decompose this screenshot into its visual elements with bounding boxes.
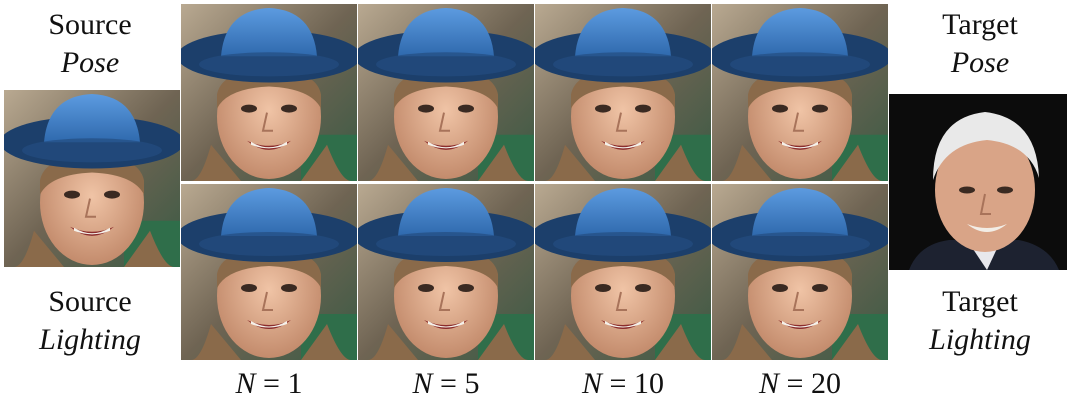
target-pose-label-line1: Target — [942, 8, 1018, 41]
source-lighting-label-line2: Lighting — [39, 323, 141, 356]
column-label-n1: N = 1 — [181, 364, 357, 404]
column-label-n5: N = 5 — [358, 364, 534, 404]
column-label-eq: = 5 — [432, 367, 480, 400]
lighting-result-n10 — [535, 184, 711, 360]
column-label-var: N — [759, 367, 780, 400]
column-label-eq: = 20 — [779, 367, 841, 400]
pose-result-n10 — [535, 4, 711, 181]
source-image — [4, 90, 180, 267]
target-lighting-label: Target Lighting — [890, 283, 1070, 359]
source-lighting-label: Source Lighting — [0, 283, 180, 359]
column-label-var: N — [412, 367, 433, 400]
column-label-var: N — [582, 367, 603, 400]
pose-result-n5 — [358, 4, 534, 181]
target-pose-label-line2: Pose — [950, 46, 1010, 79]
column-label-eq: = 10 — [602, 367, 664, 400]
lighting-result-n5 — [358, 184, 534, 360]
column-label-var: N — [235, 367, 256, 400]
column-label-n10: N = 10 — [535, 364, 711, 404]
lighting-result-n20 — [712, 184, 888, 360]
target-image — [889, 94, 1067, 270]
source-pose-label: Source Pose — [0, 6, 180, 82]
source-pose-label-line2: Pose — [60, 46, 120, 79]
lighting-result-n1 — [181, 184, 357, 360]
source-lighting-label-line1: Source — [48, 285, 132, 318]
source-pose-label-line1: Source — [48, 8, 132, 41]
target-lighting-label-line2: Lighting — [929, 323, 1031, 356]
pose-result-n1 — [181, 4, 357, 181]
column-label-n20: N = 20 — [712, 364, 888, 404]
pose-result-n20 — [712, 4, 888, 181]
target-pose-label: Target Pose — [890, 6, 1070, 82]
column-label-eq: = 1 — [255, 367, 303, 400]
target-lighting-label-line1: Target — [942, 285, 1018, 318]
